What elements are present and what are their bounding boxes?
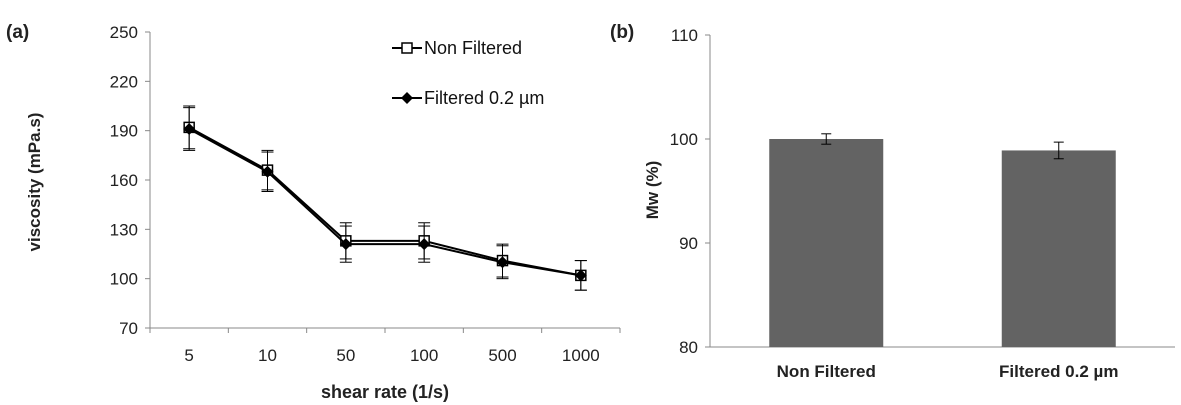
line-chart-axes: 70 100 130 160 190 220 250 5 10 50 100 500 1000 — [110, 23, 621, 365]
legend-marker — [401, 92, 413, 104]
x-tick-label: 50 — [336, 346, 355, 365]
y-tick-label: 100 — [670, 130, 698, 149]
legend-marker — [401, 42, 413, 54]
y-tick-label: 110 — [671, 26, 698, 45]
x-tick-label: 100 — [410, 346, 438, 365]
y-tick-label: 130 — [110, 220, 138, 239]
x-tick-label: 1000 — [562, 346, 600, 365]
panel-label-a: (a) — [6, 22, 29, 43]
x-tick-label: 500 — [488, 346, 516, 365]
bar-chart-y-axis-label: Mw (%) — [643, 161, 662, 220]
bar-chart-bars: Non Filtered Filtered 0.2 µm — [769, 133, 1118, 381]
x-category-label: Non Filtered — [777, 362, 876, 381]
data-point — [183, 123, 196, 136]
y-tick-label: 190 — [110, 122, 138, 141]
line-chart-x-axis-label: shear rate (1/s) — [321, 382, 449, 402]
legend-entry: Non Filtered — [424, 38, 522, 58]
data-point — [339, 238, 352, 251]
x-category-label: Filtered 0.2 µm — [999, 362, 1118, 381]
data-point — [574, 269, 587, 282]
x-tick-label: 5 — [184, 346, 193, 365]
x-tick-label: 10 — [258, 346, 277, 365]
y-tick-label: 70 — [119, 319, 138, 338]
y-tick-label: 160 — [110, 171, 138, 190]
series-non-filtered — [183, 105, 587, 291]
y-tick-label: 90 — [679, 234, 698, 253]
line-chart-series — [183, 105, 587, 291]
line-chart-y-axis-label: viscosity (mPa.s) — [25, 113, 44, 252]
y-tick-label: 250 — [110, 23, 138, 42]
y-tick-label: 220 — [110, 72, 138, 91]
line-chart-legend: Non Filtered Filtered 0.2 µm — [392, 38, 544, 108]
bar — [769, 139, 884, 347]
series-line — [188, 128, 581, 277]
legend-entry: Filtered 0.2 µm — [424, 88, 544, 108]
data-point — [418, 238, 431, 251]
bar-chart-axes: 80 90 100 110 — [670, 26, 1175, 357]
panel-label-b: (b) — [610, 22, 634, 43]
y-tick-label: 100 — [110, 270, 138, 289]
data-point — [261, 165, 274, 178]
series-filtered — [183, 107, 587, 291]
bar — [1001, 150, 1116, 347]
series-line — [188, 126, 582, 277]
y-tick-label: 80 — [679, 338, 698, 357]
data-point — [496, 256, 509, 269]
